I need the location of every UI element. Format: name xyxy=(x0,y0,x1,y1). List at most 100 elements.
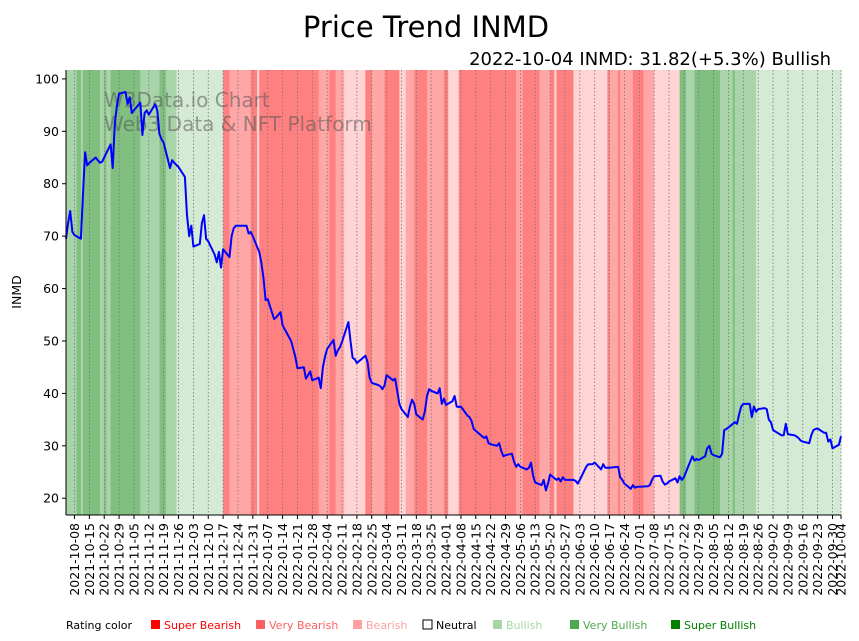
x-tick-label: 2022-07-08 xyxy=(647,523,662,596)
x-tick-label: 2021-11-19 xyxy=(156,523,171,596)
rating-band-bearish xyxy=(229,70,252,515)
x-tick-label: 2022-01-28 xyxy=(305,523,320,596)
rating-band-neutral xyxy=(573,70,608,515)
x-tick-label: 2021-10-29 xyxy=(112,523,127,596)
y-tick-label: 20 xyxy=(43,491,59,506)
rating-band-bearish xyxy=(609,70,619,515)
watermark: W3Data.io Chart Web3 Data & NFT Platform xyxy=(104,88,372,136)
rating-band-very-bearish xyxy=(458,70,517,515)
x-tick-label: 2022-08-12 xyxy=(721,523,736,596)
x-tick-label: 2022-07-15 xyxy=(662,523,677,596)
rating-band-bullish xyxy=(756,70,842,515)
x-tick-label: 2021-11-12 xyxy=(141,523,156,596)
x-tick-label: 2021-11-05 xyxy=(126,523,141,596)
rating-band-super-bullish xyxy=(679,70,687,515)
rating-band-neutral xyxy=(344,70,366,515)
x-tick-label: 2021-11-26 xyxy=(171,523,186,596)
legend-label-bearish: Bearish xyxy=(366,619,407,632)
x-tick-label: 2022-09-30 xyxy=(825,523,840,596)
y-tick-label: 80 xyxy=(43,176,59,191)
x-tick-label: 2021-10-08 xyxy=(67,523,82,596)
axes xyxy=(65,70,841,516)
x-tick-label: 2022-05-20 xyxy=(543,523,558,596)
watermark-line-2: Web3 Data & NFT Platform xyxy=(104,112,372,136)
rating-band-very-bullish xyxy=(719,70,734,515)
y-tick-label: 60 xyxy=(43,281,59,296)
x-tick-label: 2022-02-11 xyxy=(335,523,350,596)
x-tick-label: 2022-10-04 xyxy=(834,523,849,596)
y-axis-label: INMD xyxy=(9,275,24,308)
x-tick-label: 2022-09-23 xyxy=(810,523,825,596)
x-tick-label: 2022-04-15 xyxy=(468,523,483,596)
rating-band-very-bearish xyxy=(259,70,319,515)
rating-band-neutral xyxy=(399,70,407,515)
rating-band-very-bullish xyxy=(106,70,111,515)
rating-band-very-bearish xyxy=(414,70,428,515)
x-tick-label: 2022-08-26 xyxy=(751,523,766,596)
x-tick-label: 2022-06-10 xyxy=(587,523,602,596)
y-tick-label: 100 xyxy=(35,71,59,86)
rating-band-bearish xyxy=(516,70,523,515)
x-tick-label: 2022-08-05 xyxy=(706,523,721,596)
x-tick-label: 2022-01-07 xyxy=(260,523,275,596)
legend-label-bullish: Bullish xyxy=(506,619,542,632)
rating-band-very-bullish xyxy=(686,70,695,515)
y-tick-label: 90 xyxy=(43,124,59,139)
x-tick-label: 2021-12-31 xyxy=(245,523,260,596)
legend-swatch-bullish xyxy=(493,620,502,629)
rating-band-very-bullish xyxy=(165,70,177,515)
x-tick-label: 2022-03-04 xyxy=(379,523,394,596)
legend-swatch-super-bearish xyxy=(151,620,160,629)
x-tick-label: 2022-03-25 xyxy=(424,523,439,596)
x-tick-label: 2022-05-13 xyxy=(528,523,543,596)
x-tick-label: 2022-03-18 xyxy=(409,523,424,596)
y-ticks: 20 30 40 50 60 70 80 90 100 xyxy=(35,71,66,506)
chart-title: Price Trend INMD xyxy=(303,10,549,44)
rating-bands xyxy=(66,70,842,515)
x-tick-label: 2021-10-22 xyxy=(97,523,112,596)
rating-band-very-bullish xyxy=(140,70,160,515)
rating-band-bearish xyxy=(620,70,634,515)
y-tick-label: 40 xyxy=(43,386,59,401)
legend-swatch-bearish xyxy=(353,620,362,629)
x-tick-label: 2022-09-02 xyxy=(766,523,781,596)
rating-legend: Rating color Super Bearish Very Bearish Be… xyxy=(66,619,756,632)
x-tick-label: 2022-02-25 xyxy=(364,523,379,596)
rating-band-bearish xyxy=(318,70,330,515)
x-tick-label: 2022-06-17 xyxy=(602,523,617,596)
rating-band-very-bearish xyxy=(618,70,621,515)
rating-band-bearish xyxy=(539,70,551,515)
rating-band-very-bearish xyxy=(250,70,258,515)
x-tick-label: 2022-07-01 xyxy=(632,523,647,596)
rating-band-neutral xyxy=(448,70,460,515)
x-tick-label: 2022-04-22 xyxy=(483,523,498,596)
y-tick-label: 70 xyxy=(43,229,59,244)
x-tick-label: 2022-04-08 xyxy=(453,523,468,596)
x-tick-label: 2022-05-06 xyxy=(513,523,528,596)
y-tick-label: 50 xyxy=(43,333,59,348)
rating-band-super-bullish xyxy=(732,70,736,515)
rating-band-very-bearish xyxy=(384,70,400,515)
legend-swatch-neutral xyxy=(422,619,433,630)
x-tick-label: 2022-05-27 xyxy=(557,523,572,596)
rating-band-super-bullish xyxy=(110,70,141,515)
rating-band-very-bearish xyxy=(365,70,373,515)
legend-label-super-bullish: Super Bullish xyxy=(684,619,756,632)
x-tick-label: 2022-07-29 xyxy=(691,523,706,596)
rating-band-very-bearish xyxy=(550,70,555,515)
rating-band-very-bearish xyxy=(556,70,574,515)
x-tick-label: 2022-08-19 xyxy=(736,523,751,596)
x-tick-label: 2021-12-10 xyxy=(201,523,216,596)
legend-swatch-super-bullish xyxy=(671,620,680,629)
rating-band-neutral xyxy=(654,70,680,515)
x-tick-label: 2022-06-03 xyxy=(572,523,587,596)
x-tick-label: 2022-04-29 xyxy=(498,523,513,596)
rating-band-super-bullish xyxy=(82,70,101,515)
rating-band-bearish xyxy=(426,70,445,515)
rating-band-super-bullish xyxy=(159,70,167,515)
x-tick-label: 2022-09-09 xyxy=(780,523,795,596)
rating-band-very-bearish xyxy=(522,70,540,515)
legend-label-super-bearish: Super Bearish xyxy=(164,619,241,632)
x-tick-label: 2022-02-04 xyxy=(320,523,335,596)
legend-label-very-bearish: Very Bearish xyxy=(269,619,338,632)
